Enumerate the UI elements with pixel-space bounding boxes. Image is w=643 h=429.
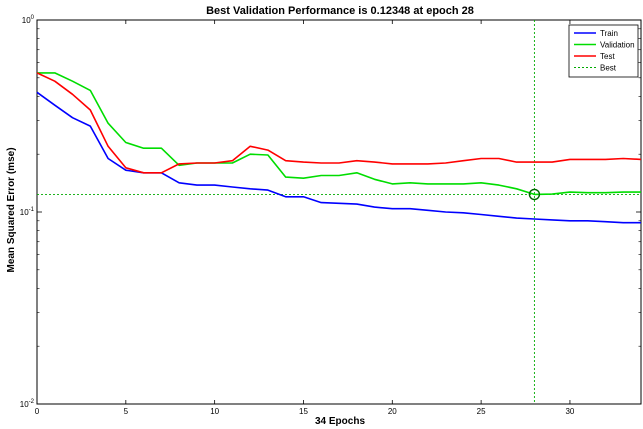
legend: Train Validation Test Best (568, 24, 639, 78)
legend-label-best: Best (600, 64, 617, 73)
y-tick-label: 10-1 (20, 207, 35, 217)
y-axis-label: Mean Squared Error (mse) (6, 147, 17, 272)
best-reference-lines (37, 20, 641, 404)
y-tick-label: 10-2 (20, 399, 35, 409)
axis-ticks: 0 5 10 15 20 25 30 10-2 10-1 100 (20, 15, 641, 416)
x-tick-label: 30 (565, 407, 574, 416)
x-tick-label: 20 (388, 407, 397, 416)
legend-label-validation: Validation (600, 41, 635, 50)
x-axis-label: 34 Epochs (315, 416, 365, 427)
y-tick-label: 100 (22, 15, 35, 25)
plot-area (36, 19, 642, 405)
legend-label-test: Test (600, 52, 615, 61)
x-tick-label: 5 (124, 407, 129, 416)
series-line-test (36, 72, 642, 174)
best-marker (528, 188, 541, 201)
x-tick-label: 15 (299, 407, 308, 416)
series-line-validation (37, 72, 641, 196)
x-tick-label: 25 (477, 407, 486, 416)
chart-title: Best Validation Performance is 0.12348 a… (206, 5, 474, 17)
series-lines (36, 72, 642, 224)
x-tick-label: 10 (210, 407, 219, 416)
legend-label-train: Train (600, 29, 618, 38)
x-tick-label: 0 (35, 407, 40, 416)
best-marker-layer (528, 188, 541, 201)
